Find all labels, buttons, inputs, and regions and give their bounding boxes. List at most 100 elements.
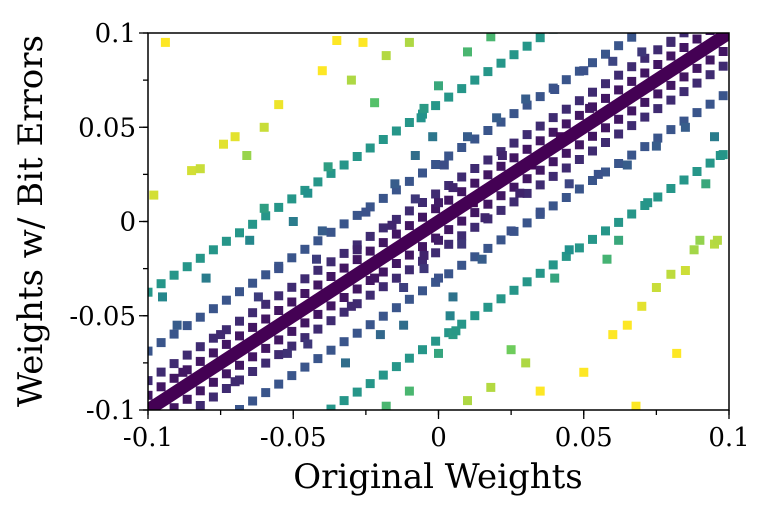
offset-line-point	[522, 100, 532, 110]
offset-line-point	[444, 239, 454, 249]
data-point	[666, 37, 676, 47]
offset-line-point	[287, 194, 297, 204]
offset-line-point	[391, 185, 401, 195]
offset-line-point	[588, 146, 597, 156]
offset-line-point	[509, 197, 519, 207]
offset-line-point	[235, 228, 244, 238]
offset-line-point	[601, 79, 610, 89]
data-point	[399, 283, 409, 292]
offset-line-point	[457, 143, 467, 152]
offset-line-point	[522, 41, 532, 51]
data-point	[416, 113, 426, 123]
y-tick-label: 0	[119, 208, 136, 238]
data-point	[643, 198, 653, 208]
offset-line-point	[588, 87, 597, 97]
offset-line-point	[326, 257, 336, 267]
offset-line-point	[378, 238, 388, 248]
offset-line-point	[221, 236, 231, 246]
data-point	[689, 245, 699, 255]
offset-line-point	[418, 286, 427, 296]
data-point	[463, 132, 472, 142]
offset-line-point	[666, 125, 676, 135]
offset-line-point	[378, 282, 388, 292]
offset-line-point	[339, 248, 349, 258]
offset-line-point	[496, 161, 506, 171]
offset-line-point	[705, 99, 715, 109]
data-point	[445, 311, 455, 321]
data-point	[463, 396, 472, 406]
plot-area	[148, 33, 729, 410]
data-point	[187, 166, 197, 176]
offset-line-point	[548, 113, 558, 123]
offset-line-point	[404, 221, 414, 231]
offset-line-point	[418, 345, 427, 355]
offset-line-point	[365, 320, 375, 330]
offset-line-point	[692, 167, 702, 176]
offset-line-point	[431, 204, 441, 214]
data-point	[253, 292, 263, 302]
data-point	[463, 47, 472, 57]
offset-line-point	[182, 350, 192, 360]
offset-line-point	[326, 301, 336, 311]
offset-line-point	[182, 394, 192, 404]
offset-line-point	[444, 195, 454, 205]
data-point	[434, 235, 443, 245]
offset-line-point	[169, 359, 179, 369]
data-point	[497, 151, 507, 160]
offset-line-point	[169, 329, 179, 339]
offset-line-point	[378, 135, 388, 144]
offset-line-point	[627, 33, 637, 42]
data-point	[680, 122, 690, 132]
offset-line-point	[679, 87, 689, 97]
offset-line-point	[261, 211, 271, 221]
offset-line-point	[148, 390, 153, 400]
offset-line-point	[561, 251, 571, 261]
data-point	[149, 190, 159, 200]
offset-line-point	[378, 267, 388, 277]
offset-line-point	[195, 386, 205, 396]
offset-line-point	[601, 167, 610, 177]
offset-line-point	[391, 362, 401, 372]
data-point	[651, 283, 661, 292]
offset-line-point	[148, 376, 153, 386]
offset-line-point	[365, 379, 375, 389]
data-point	[434, 273, 443, 283]
offset-line-point	[274, 291, 284, 301]
data-point	[158, 292, 167, 302]
offset-line-point	[195, 253, 205, 263]
offset-line-point	[666, 51, 676, 61]
offset-line-point	[561, 163, 571, 173]
offset-line-point	[235, 316, 244, 326]
data-point	[439, 160, 449, 170]
offset-line-point	[457, 231, 467, 241]
offset-line-point	[705, 70, 715, 80]
offset-line-point	[287, 253, 297, 263]
offset-line-point	[627, 209, 637, 219]
offset-line-point	[352, 152, 362, 161]
offset-line-point	[483, 67, 493, 77]
offset-line-point	[561, 193, 571, 202]
offset-line-point	[339, 219, 349, 229]
data-point	[622, 320, 632, 330]
offset-line-point	[679, 43, 689, 52]
offset-line-point	[378, 311, 388, 321]
offset-line-point	[574, 243, 584, 253]
data-point	[404, 386, 414, 396]
offset-line-point	[195, 312, 205, 322]
offset-line-point	[535, 92, 545, 102]
offset-line-point	[653, 89, 663, 99]
offset-line-point	[431, 248, 441, 258]
offset-line-point	[287, 297, 297, 307]
offset-line-point	[666, 95, 676, 105]
offset-line-point	[287, 371, 297, 381]
data-point	[370, 273, 380, 283]
offset-line-point	[378, 193, 388, 203]
offset-line-point	[300, 318, 310, 328]
offset-line-point	[470, 252, 480, 262]
data-point	[712, 235, 722, 245]
offset-line-point	[561, 104, 571, 114]
offset-line-point	[156, 279, 166, 289]
data-point	[346, 301, 356, 311]
data-point	[451, 326, 461, 336]
offset-line-point	[221, 325, 231, 335]
